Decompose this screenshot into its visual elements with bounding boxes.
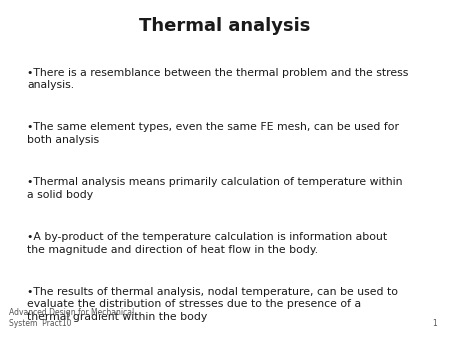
Text: Thermal analysis: Thermal analysis bbox=[140, 17, 310, 35]
Text: Advanced Design for Mechanical
System  Pract10: Advanced Design for Mechanical System Pr… bbox=[9, 309, 134, 328]
Text: •There is a resemblance between the thermal problem and the stress
analysis.: •There is a resemblance between the ther… bbox=[27, 68, 409, 90]
Text: •A by-product of the temperature calculation is information about
the magnitude : •A by-product of the temperature calcula… bbox=[27, 232, 387, 255]
Text: •Thermal analysis means primarily calculation of temperature within
a solid body: •Thermal analysis means primarily calcul… bbox=[27, 177, 402, 200]
Text: •The same element types, even the same FE mesh, can be used for
both analysis: •The same element types, even the same F… bbox=[27, 122, 399, 145]
Text: 1: 1 bbox=[432, 319, 436, 328]
Text: •The results of thermal analysis, nodal temperature, can be used to
evaluate the: •The results of thermal analysis, nodal … bbox=[27, 287, 398, 322]
